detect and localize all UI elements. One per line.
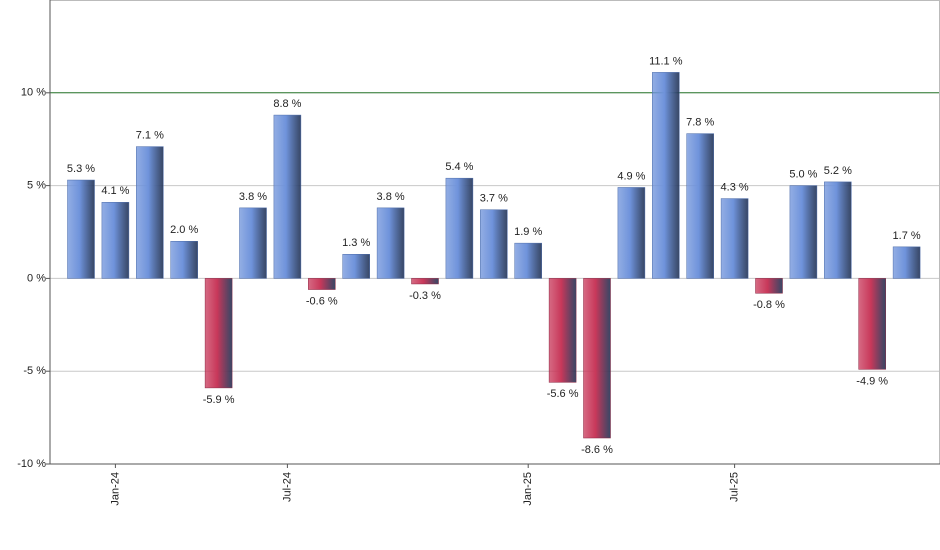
value-label: -0.3 % <box>409 290 441 302</box>
bar <box>583 278 611 439</box>
bar <box>858 278 886 370</box>
bar <box>686 133 714 279</box>
y-tick-label: 5 % <box>27 180 46 192</box>
y-tick-label: -5 % <box>23 365 46 377</box>
bar <box>308 278 336 290</box>
value-label: -5.6 % <box>547 388 579 400</box>
value-label: 7.8 % <box>686 117 714 129</box>
value-label: 1.9 % <box>514 226 542 238</box>
value-label: 4.1 % <box>101 185 129 197</box>
value-label: 5.3 % <box>67 163 95 175</box>
bar <box>514 242 542 279</box>
bar <box>652 72 680 279</box>
bar <box>239 207 267 279</box>
bar <box>67 179 95 279</box>
value-label: -4.9 % <box>856 375 888 387</box>
bar <box>273 114 302 279</box>
value-label: 11.1 % <box>649 55 683 67</box>
value-label: 8.8 % <box>273 98 301 110</box>
bar <box>824 181 852 279</box>
bar <box>411 278 439 285</box>
bar <box>376 207 405 279</box>
value-label: -5.9 % <box>203 394 235 406</box>
bar <box>101 202 130 279</box>
y-tick-label: 10 % <box>21 87 46 99</box>
bar <box>342 254 370 279</box>
bar <box>480 209 508 279</box>
bar <box>136 146 164 279</box>
x-tick-label: Jul-24 <box>281 472 293 502</box>
value-label: 4.9 % <box>617 170 645 182</box>
value-label: -0.8 % <box>753 299 785 311</box>
value-label: 2.0 % <box>170 224 198 236</box>
bar <box>720 198 749 279</box>
x-tick-label: Jan-24 <box>109 472 121 506</box>
value-label: 1.3 % <box>342 237 370 249</box>
y-tick-label: 0 % <box>27 272 46 284</box>
x-tick-label: Jul-25 <box>729 472 741 502</box>
bar <box>789 185 818 279</box>
bar <box>445 177 474 279</box>
value-label: 1.7 % <box>893 230 921 242</box>
bar <box>548 278 577 383</box>
value-label: 3.8 % <box>239 191 267 203</box>
x-tick-label: Jan-25 <box>522 472 534 506</box>
value-label: 7.1 % <box>136 130 164 142</box>
bar <box>204 278 233 389</box>
bar <box>892 246 921 279</box>
value-label: -8.6 % <box>581 444 613 456</box>
value-label: 5.0 % <box>789 169 817 181</box>
value-label: 5.2 % <box>824 165 852 177</box>
y-tick-label: -10 % <box>17 458 46 470</box>
bar <box>170 241 198 279</box>
bar <box>617 187 646 279</box>
value-label: 3.7 % <box>480 193 508 205</box>
value-label: 4.3 % <box>721 181 749 193</box>
value-label: 3.8 % <box>377 191 405 203</box>
value-label: -0.6 % <box>306 295 338 307</box>
bar <box>755 278 783 294</box>
value-label: 5.4 % <box>445 161 473 173</box>
